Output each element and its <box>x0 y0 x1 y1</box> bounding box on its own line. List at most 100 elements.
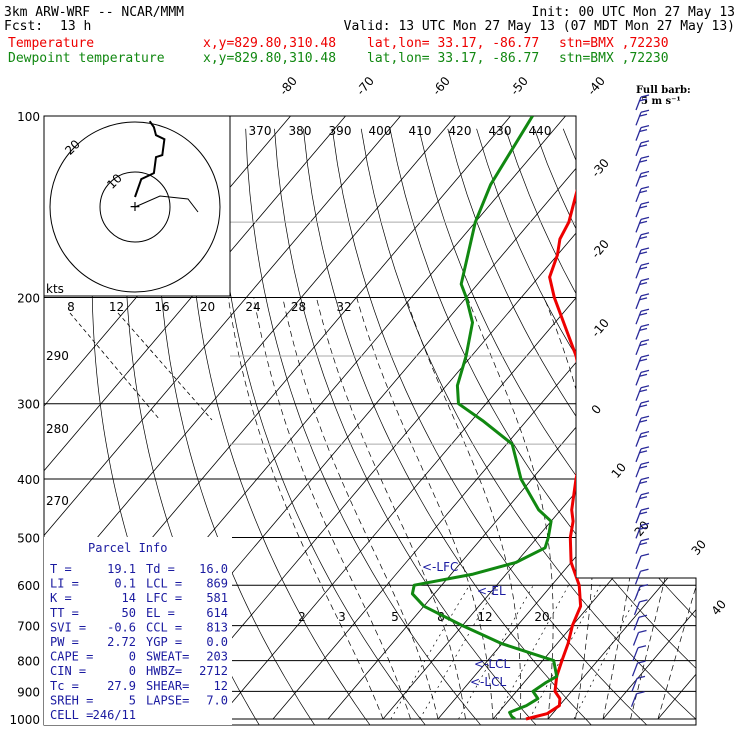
parcel-row-left-value: 50 <box>122 606 136 620</box>
model-title: 3km ARW-WRF -- NCAR/MMM <box>4 5 184 20</box>
parcel-row-right-value: 869 <box>206 577 228 591</box>
wind-barb <box>635 216 650 233</box>
parcel-row-right-value: 2712 <box>199 664 228 678</box>
dewpoint-profile <box>410 116 559 721</box>
theta-label-left: 270 <box>46 494 69 508</box>
temperature-latlon: lat,lon= 33.17, -86.77 <box>367 36 539 51</box>
parcel-row-right-label: LFC = <box>146 591 182 605</box>
moist-adiabat <box>543 297 594 720</box>
speed-tick: 16 <box>154 300 169 314</box>
parcel-row-right-label: CCL = <box>146 620 182 634</box>
parcel-row-left-value: 5 <box>129 693 136 707</box>
wind-barb <box>635 461 650 478</box>
wind-barb <box>633 599 648 616</box>
speed-tick: 24 <box>245 300 260 314</box>
wind-barb <box>635 339 650 356</box>
parcel-row-left-label: TT = <box>50 606 79 620</box>
parcel-row-left-label: PW = <box>50 635 79 649</box>
parcel-row-right-value: 7.0 <box>206 693 228 707</box>
parcel-row-left-value: 2.72 <box>107 635 136 649</box>
wind-barb <box>635 507 650 524</box>
pressure-tick-100: 100 <box>17 110 40 124</box>
isotherm <box>44 116 346 720</box>
dry-adiabat <box>708 129 740 732</box>
isotherm-label: 30 <box>689 537 710 558</box>
pressure-tick-900: 900 <box>17 685 40 699</box>
parcel-info-background <box>44 537 232 725</box>
parcel-row-left-label: CAPE = <box>50 650 93 664</box>
wind-barb <box>635 430 650 447</box>
isotherm-label: -50 <box>508 74 531 98</box>
mixing-ratio-line <box>419 585 498 720</box>
sounding-profiles <box>410 116 589 721</box>
moist-adiabat <box>253 297 411 720</box>
dry-adiabat <box>331 128 655 725</box>
wind-barb <box>635 262 650 279</box>
temperature-legend: Temperature <box>8 36 94 51</box>
isotherm <box>44 116 401 720</box>
wind-barb <box>635 186 650 203</box>
wind-barb <box>635 385 650 401</box>
pressure-tick-400: 400 <box>17 473 40 487</box>
wind-barb <box>635 308 650 325</box>
speed-tick: 12 <box>109 300 124 314</box>
theta-label: 410 <box>409 124 432 138</box>
isotherm-label: 40 <box>709 597 730 618</box>
parcel-row-right-value: 203 <box>206 650 228 664</box>
wind-barb <box>635 232 650 248</box>
parcel-info-title: Parcel Info <box>88 541 167 555</box>
dry-adiabat <box>156 128 320 725</box>
pressure-tick-800: 800 <box>17 655 40 669</box>
hodograph-speed-ticks: 8 12 16 20 24 28 32 <box>67 300 352 421</box>
parcel-row-right-label: EL = <box>146 606 175 620</box>
wind-barb <box>635 155 650 172</box>
mixing-ratio-line <box>458 585 534 720</box>
hodograph: 20 10 + kts <box>43 115 231 297</box>
wind-barb <box>635 277 650 294</box>
dry-adiabat <box>678 128 696 725</box>
dewpoint-legend: Dewpoint temperature <box>8 51 165 66</box>
theta-label-left: 290 <box>46 349 69 363</box>
parcel-row-left-label: SVI = <box>50 620 86 634</box>
parcel-row-left-label: CELL = <box>50 708 93 722</box>
isotherm <box>492 116 696 720</box>
wind-barbs <box>630 94 650 707</box>
parcel-row-left-label: K = <box>50 591 72 605</box>
theta-label: 420 <box>449 124 472 138</box>
parcel-row-left-value: 27.9 <box>107 679 136 693</box>
dry-adiabat <box>736 129 740 732</box>
isotherm <box>547 116 696 720</box>
isotherm <box>44 116 456 720</box>
parcel-row-left-value: 0 <box>129 664 136 678</box>
wind-barb <box>632 629 647 646</box>
wind-barb <box>631 660 646 677</box>
parcel-row-right-label: SHEAR= <box>146 679 189 693</box>
parcel-row-right-label: HWBZ= <box>146 664 182 678</box>
isotherm-label: -10 <box>589 316 612 340</box>
hodograph-inner-ring <box>99 171 171 243</box>
parcel-row-left-value: 0 <box>129 650 136 664</box>
wind-barb <box>633 614 648 631</box>
parcel-row-left-label: SREH = <box>50 693 93 707</box>
pressure-tick-200: 200 <box>17 292 40 306</box>
speed-tick: 32 <box>336 300 351 314</box>
hodograph-units: kts <box>46 282 64 296</box>
parcel-row-left-label: LI = <box>50 577 79 591</box>
mixing-ratio-label: 5 <box>391 610 399 624</box>
isotherm-label: -80 <box>277 74 300 98</box>
wind-barb <box>635 553 650 570</box>
dewpoint-latlon: lat,lon= 33.17, -86.77 <box>367 51 539 66</box>
dry-adiabat <box>562 128 696 725</box>
mixing-ratio-label: 8 <box>437 610 445 624</box>
parcel-row-right-label: SWEAT= <box>146 650 189 664</box>
el-marker: <-EL <box>477 584 506 598</box>
forecast-label: Fcst: <box>4 19 43 34</box>
isotherm <box>602 116 696 720</box>
moist-adiabat <box>316 297 466 720</box>
parcel-row-left-label: CIN = <box>50 664 86 678</box>
theta-label: 380 <box>289 124 312 138</box>
theta-label: 400 <box>369 124 392 138</box>
lcl-marker-lower: <-LCL <box>470 675 506 689</box>
parcel-row-left-value: 246/11 <box>93 708 136 722</box>
mixing-ratio-label: 3 <box>338 610 346 624</box>
